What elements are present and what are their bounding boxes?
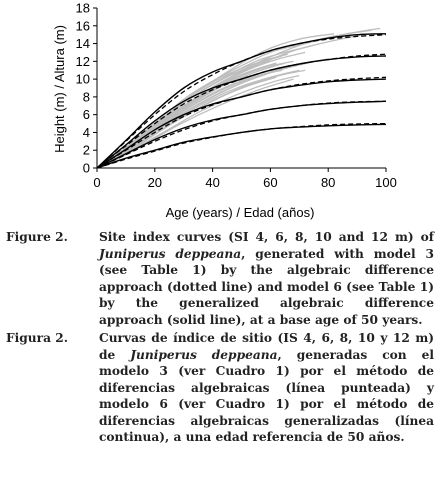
site-index-chart: 0 2 4 6 8 10 12 14 16 18 0 20 40 60 80 100 Age (years) … bbox=[52, 1, 397, 221]
observed-height-profile bbox=[125, 55, 283, 151]
y-axis-title: Height (m) / Altura (m) bbox=[52, 25, 67, 153]
caption-label: Figure 2. bbox=[6, 230, 68, 244]
species-name: Juniperus deppeana bbox=[99, 246, 242, 261]
caption-label: Figura 2. bbox=[6, 331, 68, 345]
y-tick-label: 0 bbox=[83, 161, 90, 176]
caption-text: Curvas de índice de sitio (IS 4, 6, 8, 1… bbox=[99, 331, 434, 444]
si-8-solid-curve bbox=[96, 78, 387, 169]
y-tick-label: 2 bbox=[83, 143, 90, 158]
y-tick-label: 18 bbox=[76, 1, 90, 16]
x-tick-label: 40 bbox=[205, 175, 219, 190]
caption-english: Figure 2. Site index curves (SI 4, 6, 8,… bbox=[6, 229, 434, 328]
x-tick-label: 80 bbox=[321, 175, 335, 190]
y-tick-label: 10 bbox=[76, 72, 90, 87]
caption-spanish: Figura 2. Curvas de índice de sitio (IS … bbox=[6, 330, 434, 446]
observed-height-profile bbox=[105, 29, 372, 165]
x-tick-label: 60 bbox=[263, 175, 277, 190]
x-tick-label: 20 bbox=[148, 175, 162, 190]
figure-captions: Figure 2. Site index curves (SI 4, 6, 8,… bbox=[6, 229, 434, 448]
y-tick-label: 4 bbox=[83, 125, 90, 140]
si-6-solid-curve bbox=[96, 100, 387, 169]
caption-text: Site index curves (SI 4, 6, 8, 10 and 12… bbox=[99, 230, 434, 327]
observed-height-profile bbox=[105, 58, 329, 165]
y-tick-label: 8 bbox=[83, 89, 90, 104]
si-4-dotted-curve bbox=[96, 122, 387, 169]
chart-axes: 0 2 4 6 8 10 12 14 16 18 0 20 40 60 80 100 bbox=[76, 1, 397, 191]
x-axis-title: Age (years) / Edad (años) bbox=[166, 205, 315, 220]
si-12-dotted-curve bbox=[96, 34, 387, 169]
observed-height-profile bbox=[111, 62, 306, 164]
y-tick-label: 12 bbox=[76, 54, 90, 69]
y-tick-label: 14 bbox=[76, 36, 90, 51]
species-name: Juniperus deppeana bbox=[130, 347, 278, 362]
si-4-solid-curve bbox=[96, 123, 387, 169]
si-10-solid-curve bbox=[96, 55, 387, 169]
si-12-solid-curve bbox=[96, 33, 387, 169]
observed-height-profile bbox=[116, 62, 277, 159]
y-tick-label: 16 bbox=[76, 18, 90, 33]
observed-height-profile bbox=[168, 62, 277, 117]
site-index-curves bbox=[96, 33, 387, 169]
x-tick-label: 100 bbox=[375, 175, 397, 190]
y-tick-label: 6 bbox=[83, 107, 90, 122]
x-tick-label: 0 bbox=[93, 175, 100, 190]
